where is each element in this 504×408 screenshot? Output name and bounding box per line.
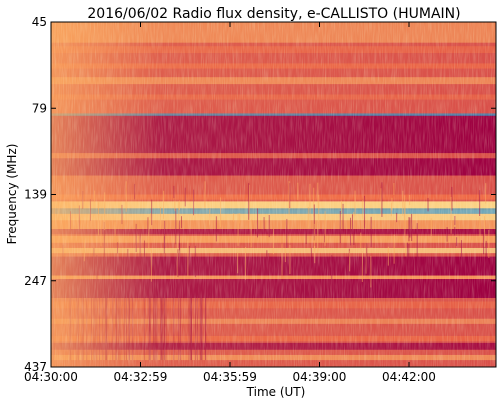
x-tick-label: 04:35:59: [203, 370, 257, 384]
y-tick-label: 139: [24, 188, 47, 202]
x-axis: 04:30:00 04:32:59 04:35:59 04:39:00 04:42:00: [24, 22, 436, 384]
y-axis: 45 79 139 247 437: [24, 15, 496, 374]
y-tick-label: 437: [24, 360, 47, 374]
x-tick-label: 04:30:00: [24, 370, 78, 384]
noise-texture: [51, 22, 496, 367]
x-axis-label: Time (UT): [246, 385, 306, 399]
y-tick-label: 247: [24, 274, 47, 288]
plot-area: [51, 22, 496, 367]
y-axis-label: Frequency (MHz): [5, 144, 19, 245]
x-tick-label: 04:42:00: [382, 370, 436, 384]
y-tick-label: 45: [32, 15, 47, 29]
x-tick-label: 04:32:59: [114, 370, 168, 384]
x-tick-label: 04:39:00: [293, 370, 347, 384]
y-tick-label: 79: [32, 101, 47, 115]
chart-title: 2016/06/02 Radio flux density, e-CALLIST…: [87, 6, 460, 22]
